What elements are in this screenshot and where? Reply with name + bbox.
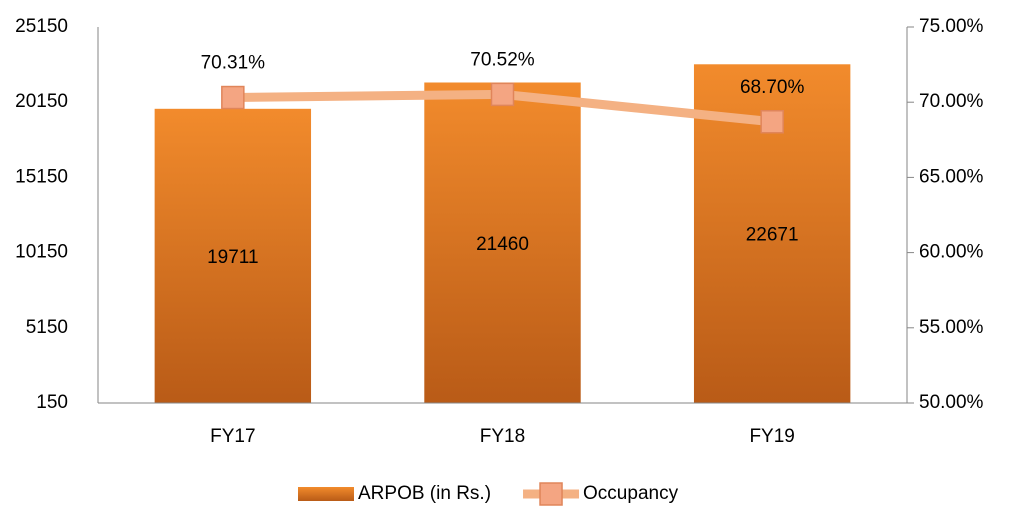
legend-label: ARPOB (in Rs.) bbox=[358, 483, 491, 504]
y-tick-label: 25150 bbox=[15, 16, 68, 37]
line-marker bbox=[221, 85, 245, 110]
bar-value-label: 19711 bbox=[207, 247, 258, 268]
y2-tick-label: 50.00% bbox=[919, 392, 984, 413]
line-marker bbox=[760, 110, 784, 134]
bar bbox=[154, 108, 312, 404]
line-value-label: 70.31% bbox=[201, 53, 266, 74]
legend-marker bbox=[539, 482, 563, 506]
y-tick-label: 10150 bbox=[15, 242, 68, 263]
y-tick-label: 15150 bbox=[15, 166, 68, 187]
y-tick-label: 150 bbox=[36, 392, 68, 413]
x-tick-label: FY17 bbox=[210, 426, 255, 447]
x-tick-label: FY19 bbox=[749, 426, 794, 447]
x-tick-label: FY18 bbox=[480, 426, 525, 447]
y2-tick-label: 55.00% bbox=[919, 317, 984, 338]
bar-value-label: 21460 bbox=[476, 234, 529, 255]
legend-swatch bbox=[298, 487, 354, 501]
y2-tick-label: 70.00% bbox=[919, 91, 984, 112]
legend-label: Occupancy bbox=[583, 483, 679, 504]
y2-tick-label: 65.00% bbox=[919, 166, 984, 187]
y-tick-label: 20150 bbox=[15, 91, 68, 112]
y2-tick-label: 60.00% bbox=[919, 242, 984, 263]
bar-value-label: 22671 bbox=[746, 225, 799, 246]
line-value-label: 68.70% bbox=[740, 77, 805, 98]
line-marker bbox=[490, 82, 515, 107]
y-tick-label: 5150 bbox=[26, 317, 68, 338]
y2-tick-label: 75.00% bbox=[919, 16, 984, 37]
line-value-label: 70.52% bbox=[470, 49, 535, 70]
bar bbox=[424, 82, 581, 404]
